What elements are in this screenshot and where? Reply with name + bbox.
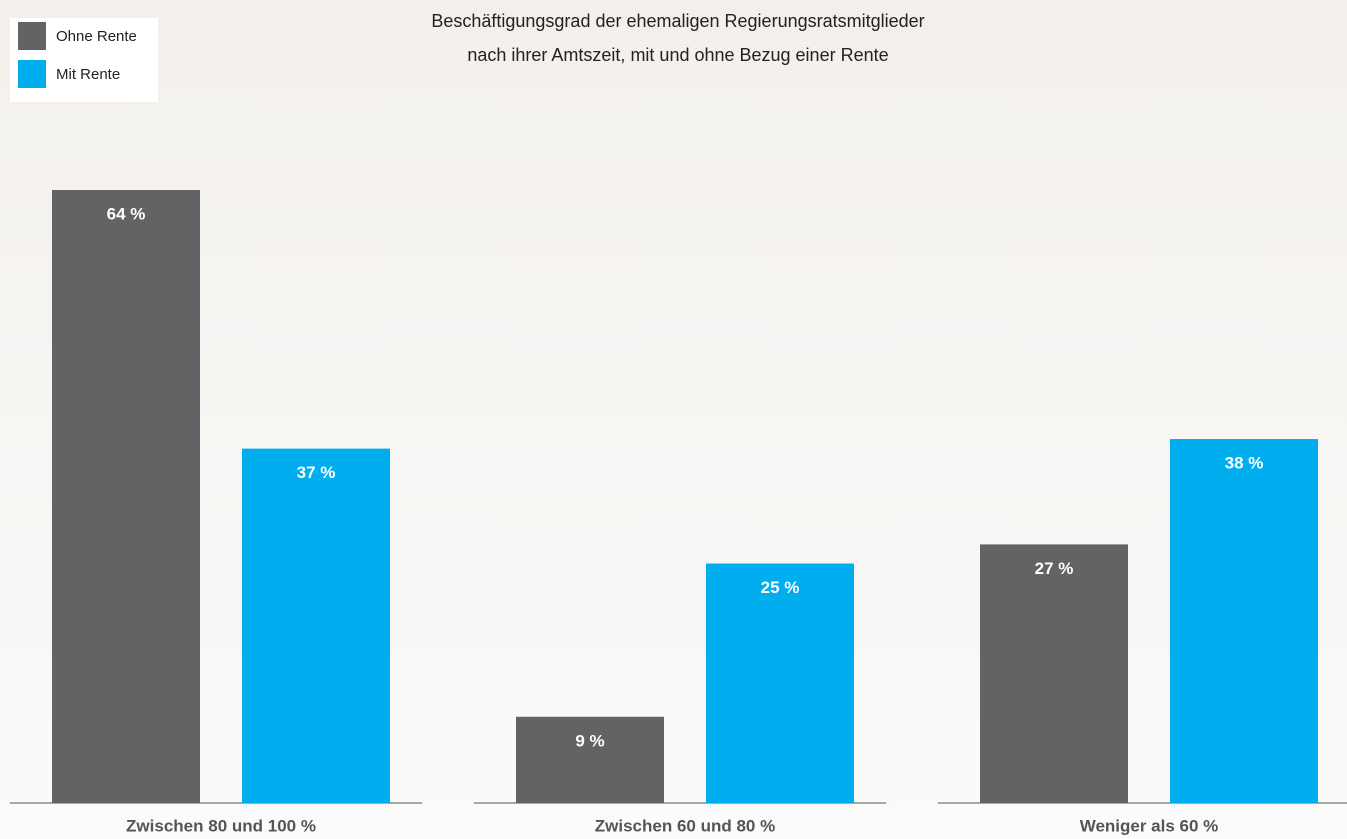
data-label: 27 %: [1035, 559, 1074, 578]
data-label: 9 %: [575, 731, 604, 750]
bar: [52, 190, 200, 803]
x-tick-label: Weniger als 60 %: [1080, 816, 1219, 835]
legend-swatch: [18, 22, 46, 50]
legend-swatch: [18, 60, 46, 88]
legend-label: Ohne Rente: [56, 28, 137, 45]
x-tick-label: Zwischen 60 und 80 %: [595, 816, 775, 835]
legend-label: Mit Rente: [56, 66, 120, 83]
x-tick-label: Zwischen 80 und 100 %: [126, 816, 316, 835]
bar: [242, 448, 390, 803]
data-label: 37 %: [297, 463, 336, 482]
bar: [980, 544, 1128, 803]
chart-title: nach ihrer Amtszeit, mit und ohne Bezug …: [467, 45, 888, 65]
data-label: 64 %: [107, 204, 146, 223]
data-label: 25 %: [761, 578, 800, 597]
bar: [1170, 439, 1318, 803]
chart-title: Beschäftigungsgrad der ehemaligen Regier…: [431, 11, 924, 31]
bar: [706, 563, 854, 803]
data-label: 38 %: [1225, 454, 1264, 473]
bar: [516, 716, 664, 803]
